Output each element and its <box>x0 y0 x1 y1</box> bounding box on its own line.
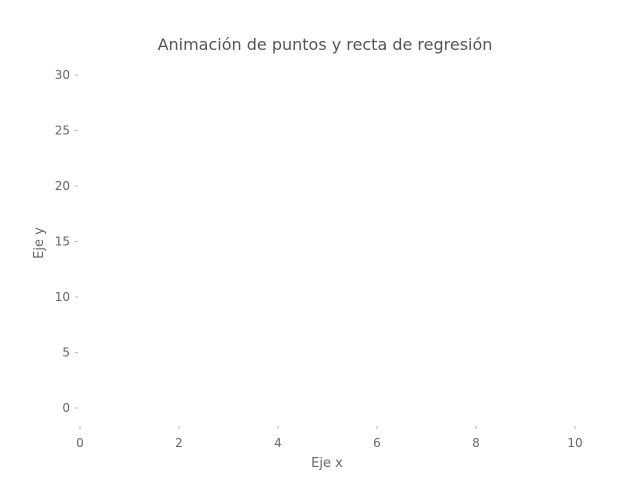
chart-title: Animación de puntos y recta de regresión <box>158 35 493 54</box>
x-tick-label: 4 <box>274 436 282 450</box>
x-tick-label: 8 <box>472 436 480 450</box>
x-axis-label: Eje x <box>311 456 343 471</box>
x-tick-label: 2 <box>175 436 183 450</box>
x-tick-label: 10 <box>567 436 582 450</box>
y-tick-label: 20 <box>55 179 70 193</box>
y-tick-label: 25 <box>55 124 70 138</box>
y-tick-label: 15 <box>55 235 70 249</box>
y-axis: 0 5 10 15 20 25 30 <box>55 68 78 415</box>
y-tick-label: 10 <box>55 290 70 304</box>
x-tick-label: 0 <box>76 436 84 450</box>
y-tick-label: 30 <box>55 68 70 82</box>
y-axis-label: Eje y <box>32 227 47 259</box>
x-tick-label: 6 <box>373 436 381 450</box>
y-tick-label: 5 <box>62 346 70 360</box>
x-axis: 0 2 4 6 8 10 <box>76 426 583 450</box>
y-tick-label: 0 <box>62 401 70 415</box>
